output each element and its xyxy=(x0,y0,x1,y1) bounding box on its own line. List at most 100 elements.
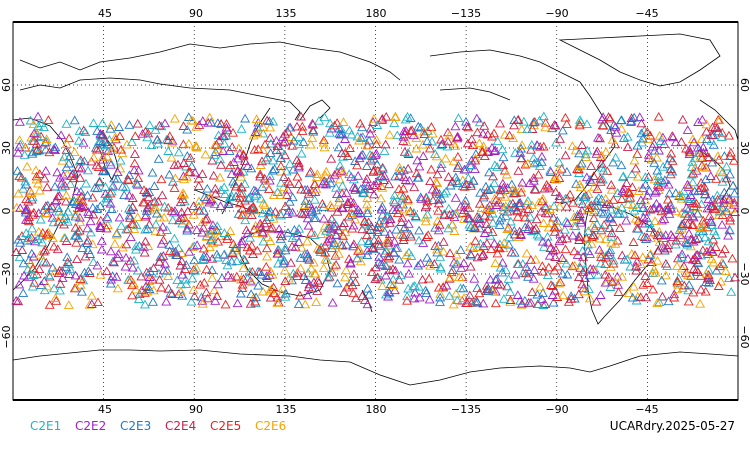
observation-marker xyxy=(215,172,225,182)
observation-marker xyxy=(498,202,509,212)
observation-marker xyxy=(594,244,605,254)
observation-marker xyxy=(538,111,549,121)
observation-marker xyxy=(144,284,155,293)
observation-marker xyxy=(561,119,572,128)
observation-marker xyxy=(130,284,141,294)
observation-marker xyxy=(102,220,113,229)
observation-marker xyxy=(377,164,388,173)
observation-marker xyxy=(188,285,199,294)
observation-marker xyxy=(372,120,383,129)
observation-marker xyxy=(580,192,591,202)
observation-marker xyxy=(190,167,200,177)
observation-marker xyxy=(398,136,409,145)
observation-marker xyxy=(418,238,429,247)
observation-marker xyxy=(167,289,178,298)
observation-marker xyxy=(140,211,151,221)
observation-marker xyxy=(73,194,84,204)
observation-marker xyxy=(425,176,436,186)
observation-marker xyxy=(475,238,486,248)
observation-marker xyxy=(619,209,630,219)
observation-marker xyxy=(303,267,314,277)
observation-marker xyxy=(267,165,278,175)
observation-marker xyxy=(176,213,187,222)
observation-marker xyxy=(707,157,718,167)
observation-marker xyxy=(578,252,589,261)
observation-marker xyxy=(452,131,463,141)
observation-marker xyxy=(645,233,656,243)
observation-marker xyxy=(549,120,560,129)
observation-marker xyxy=(233,143,244,153)
observation-marker xyxy=(602,199,612,209)
observation-marker xyxy=(637,252,648,262)
observation-marker xyxy=(377,281,388,290)
observation-marker xyxy=(522,158,533,168)
observation-marker xyxy=(489,178,500,188)
observation-marker xyxy=(99,140,110,149)
observation-marker xyxy=(692,208,703,218)
observation-marker xyxy=(291,231,302,241)
observation-marker xyxy=(593,269,603,279)
observation-marker xyxy=(240,215,251,225)
observation-marker xyxy=(40,165,51,175)
observation-marker xyxy=(391,224,402,234)
observation-marker xyxy=(329,120,340,130)
observation-marker xyxy=(188,209,199,219)
observation-marker xyxy=(630,163,641,173)
observation-marker xyxy=(474,138,485,148)
observation-marker xyxy=(348,220,359,230)
observation-marker xyxy=(440,153,451,163)
observation-marker xyxy=(330,250,341,260)
top-lon-label: 180 xyxy=(366,7,387,20)
observation-marker xyxy=(527,287,538,296)
observation-marker xyxy=(582,239,593,249)
observation-marker xyxy=(595,249,606,258)
observation-marker xyxy=(520,268,531,278)
observation-marker xyxy=(268,213,279,223)
observation-marker xyxy=(136,271,147,281)
observation-marker xyxy=(708,257,719,267)
observation-marker xyxy=(30,236,41,246)
observation-marker xyxy=(667,131,678,140)
observation-marker xyxy=(411,133,422,142)
observation-marker xyxy=(142,286,153,296)
observation-marker xyxy=(464,160,475,169)
observation-marker xyxy=(394,274,405,284)
observation-marker xyxy=(80,251,91,261)
observation-marker xyxy=(594,133,605,143)
observation-marker xyxy=(527,124,538,133)
observation-marker xyxy=(427,128,438,138)
observation-marker xyxy=(114,122,125,131)
observation-marker xyxy=(444,130,455,140)
observation-marker xyxy=(452,295,463,305)
observation-marker xyxy=(577,140,587,149)
observation-marker xyxy=(434,194,444,204)
observation-marker xyxy=(654,237,665,246)
observation-marker xyxy=(688,220,699,229)
observation-marker xyxy=(676,219,687,229)
observation-marker xyxy=(64,269,75,278)
observation-marker xyxy=(180,274,191,284)
observation-marker xyxy=(657,291,668,301)
observation-marker xyxy=(483,286,494,296)
observation-marker xyxy=(208,220,218,229)
observation-marker xyxy=(235,288,246,298)
observation-marker xyxy=(362,299,373,309)
observation-marker xyxy=(237,236,247,245)
observation-marker xyxy=(567,141,578,150)
observation-marker xyxy=(210,295,221,305)
observation-marker xyxy=(173,147,184,157)
observation-marker xyxy=(516,153,527,162)
observation-marker xyxy=(62,252,73,262)
observation-marker xyxy=(577,199,588,208)
observation-marker xyxy=(342,197,353,207)
observation-marker xyxy=(265,148,276,157)
observation-marker xyxy=(616,115,627,124)
observation-marker xyxy=(677,249,688,258)
observation-marker xyxy=(385,279,396,288)
observation-marker xyxy=(20,207,31,217)
observation-marker xyxy=(55,172,65,182)
observation-marker xyxy=(628,237,639,246)
observation-marker xyxy=(253,266,264,276)
observation-marker xyxy=(252,128,263,138)
observation-marker xyxy=(552,261,563,271)
